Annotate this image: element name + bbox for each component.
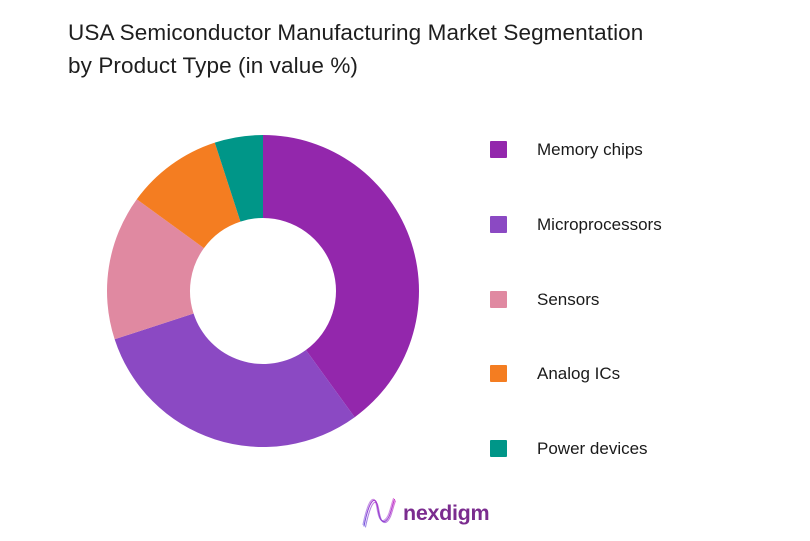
donut-slice-microprocessors xyxy=(114,313,355,447)
legend-label: Memory chips xyxy=(537,140,643,159)
donut-slice-analog-ics xyxy=(136,142,241,249)
chart-title: USA Semiconductor Manufacturing Market S… xyxy=(68,16,643,82)
legend-label: Sensors xyxy=(537,289,600,309)
donut-slice-sensors xyxy=(107,199,204,340)
chart-legend: Memory chips Microprocessors Sensors Analog… xyxy=(490,141,662,457)
donut-slice-power-devices xyxy=(214,135,263,222)
legend-label: Power devices xyxy=(537,439,648,458)
legend-item-memory-chips: Memory chips xyxy=(490,141,662,158)
nexdigm-waveform-n-icon xyxy=(362,497,397,528)
legend-swatch xyxy=(490,290,507,308)
chart-title-line2: by Product Type (in value %) xyxy=(68,53,359,78)
legend-swatch xyxy=(490,215,507,233)
legend-item-microprocessors: Microprocessors xyxy=(490,214,662,234)
chart-title-line1: USA Semiconductor Manufacturing Market S… xyxy=(68,20,644,45)
donut-slice-memory-chips xyxy=(263,135,420,418)
legend-swatch xyxy=(490,365,507,383)
legend-item-sensors: Sensors xyxy=(490,289,662,309)
legend-label: Analog ICs xyxy=(537,364,621,384)
legend-item-power-devices: Power devices xyxy=(490,440,662,457)
nexdigm-logo-text: nexdigm xyxy=(403,501,490,526)
legend-item-analog-ics: Analog ICs xyxy=(490,364,662,384)
donut-chart xyxy=(107,135,420,447)
legend-label: Microprocessors xyxy=(537,214,662,234)
nexdigm-logo: nexdigm xyxy=(361,494,490,530)
legend-swatch xyxy=(490,440,507,457)
legend-swatch xyxy=(490,141,507,158)
